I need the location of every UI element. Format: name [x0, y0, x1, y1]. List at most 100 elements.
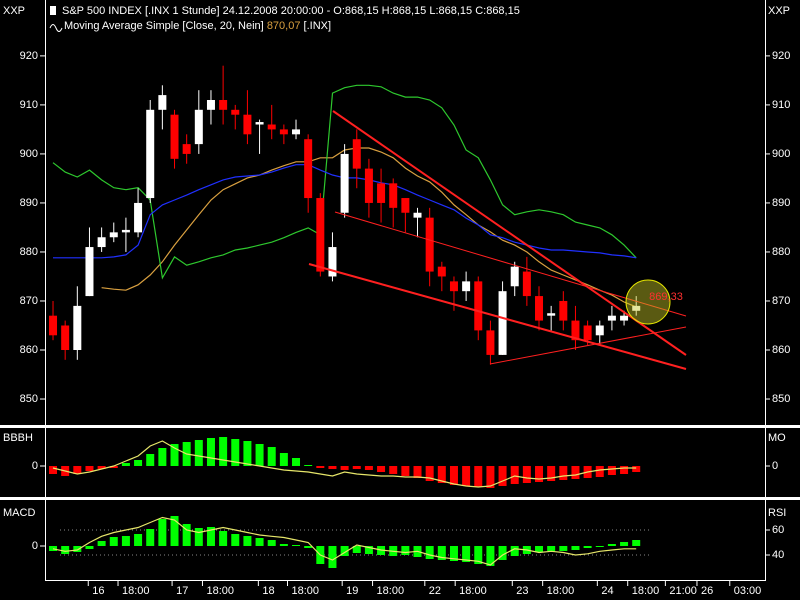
candle-body	[328, 247, 337, 277]
bar	[279, 453, 288, 466]
bar	[425, 466, 434, 481]
bar	[462, 466, 471, 486]
bar	[413, 466, 422, 478]
bar	[206, 438, 215, 466]
bar	[292, 458, 301, 466]
candle-body	[182, 144, 191, 154]
y-tick-label: 0	[32, 540, 38, 552]
candle-body	[219, 100, 228, 110]
y2-tick-label: 0	[772, 460, 778, 472]
y-tick-label: 890	[20, 197, 38, 209]
bar	[449, 546, 458, 561]
candle-body	[267, 124, 276, 130]
bar	[607, 544, 616, 546]
bar	[364, 546, 373, 554]
bar	[571, 466, 580, 479]
bar	[134, 460, 143, 466]
panel-separator	[0, 425, 800, 428]
bar	[146, 454, 155, 466]
legend-symbol: [.INX]	[304, 20, 332, 32]
candle-body	[340, 153, 349, 213]
candle-body	[146, 109, 155, 199]
candle-body	[583, 325, 592, 341]
candle-body	[109, 232, 118, 238]
legend-value: 870,07	[267, 20, 301, 32]
y2-tick-label: 850	[772, 393, 790, 405]
y2-tick-label: 40	[772, 549, 784, 561]
candle-body	[316, 198, 325, 272]
candle-body	[377, 183, 386, 203]
candle-body	[425, 217, 434, 272]
candle-body	[206, 100, 215, 110]
trend-line	[334, 211, 687, 317]
candle-body	[255, 122, 264, 125]
bar	[97, 541, 106, 546]
bar	[510, 466, 519, 484]
bar	[437, 466, 446, 483]
bar	[73, 546, 82, 552]
bar	[364, 466, 373, 470]
bar	[182, 524, 191, 546]
candle-body	[401, 198, 410, 213]
candle-body	[449, 281, 458, 292]
bar	[583, 546, 592, 548]
candle-body	[486, 330, 495, 355]
x-tick-label: 03:00	[734, 585, 762, 597]
candle-body	[85, 247, 94, 297]
candle-body	[61, 325, 70, 350]
bar	[49, 546, 58, 551]
candle-body	[304, 139, 313, 199]
bar	[243, 441, 252, 466]
bar	[401, 466, 410, 476]
bar	[255, 444, 264, 466]
candle-body	[510, 266, 519, 287]
candle-body	[194, 109, 203, 145]
bar	[498, 546, 507, 560]
x-tick-label: 24	[601, 585, 613, 597]
bar	[632, 540, 641, 546]
bar	[267, 447, 276, 466]
bar	[462, 546, 471, 562]
bar	[304, 465, 313, 466]
bar	[194, 528, 203, 546]
x-tick-label: 18:00	[377, 585, 405, 597]
bar	[121, 463, 130, 466]
candle-body	[243, 114, 252, 135]
bar	[510, 546, 519, 556]
legend-entry: Moving Average Simple [Close, 20, Nein] …	[64, 20, 331, 32]
bar	[279, 544, 288, 546]
line-series	[101, 147, 637, 308]
y-tick-label: 860	[20, 344, 38, 356]
bar	[486, 546, 495, 566]
x-tick-label: 22	[429, 585, 441, 597]
bar	[437, 546, 446, 560]
bar	[607, 466, 616, 475]
y2-axis-label: XXP	[768, 5, 790, 17]
bar	[170, 516, 179, 546]
y-axis-label: XXP	[3, 5, 25, 17]
candle-body	[73, 305, 82, 350]
bar	[85, 546, 94, 549]
x-tick-label: 23	[516, 585, 528, 597]
bar	[206, 527, 215, 546]
bar	[401, 546, 410, 555]
bar	[620, 542, 629, 546]
bar	[571, 546, 580, 550]
x-tick-label: 26	[701, 585, 713, 597]
bar	[559, 466, 568, 480]
bar	[559, 546, 568, 551]
y-tick-label: 0	[32, 460, 38, 472]
y2-tick-label: 910	[772, 99, 790, 111]
y2-tick-label: 860	[772, 344, 790, 356]
x-tick-label: 18:00	[632, 585, 660, 597]
bar	[292, 545, 301, 546]
bar	[340, 466, 349, 470]
bar	[109, 466, 118, 468]
y2-axis-label: RSI	[768, 507, 786, 519]
bar	[219, 531, 228, 546]
bar	[231, 439, 240, 466]
legend-icon	[49, 24, 63, 32]
bar	[352, 546, 361, 553]
